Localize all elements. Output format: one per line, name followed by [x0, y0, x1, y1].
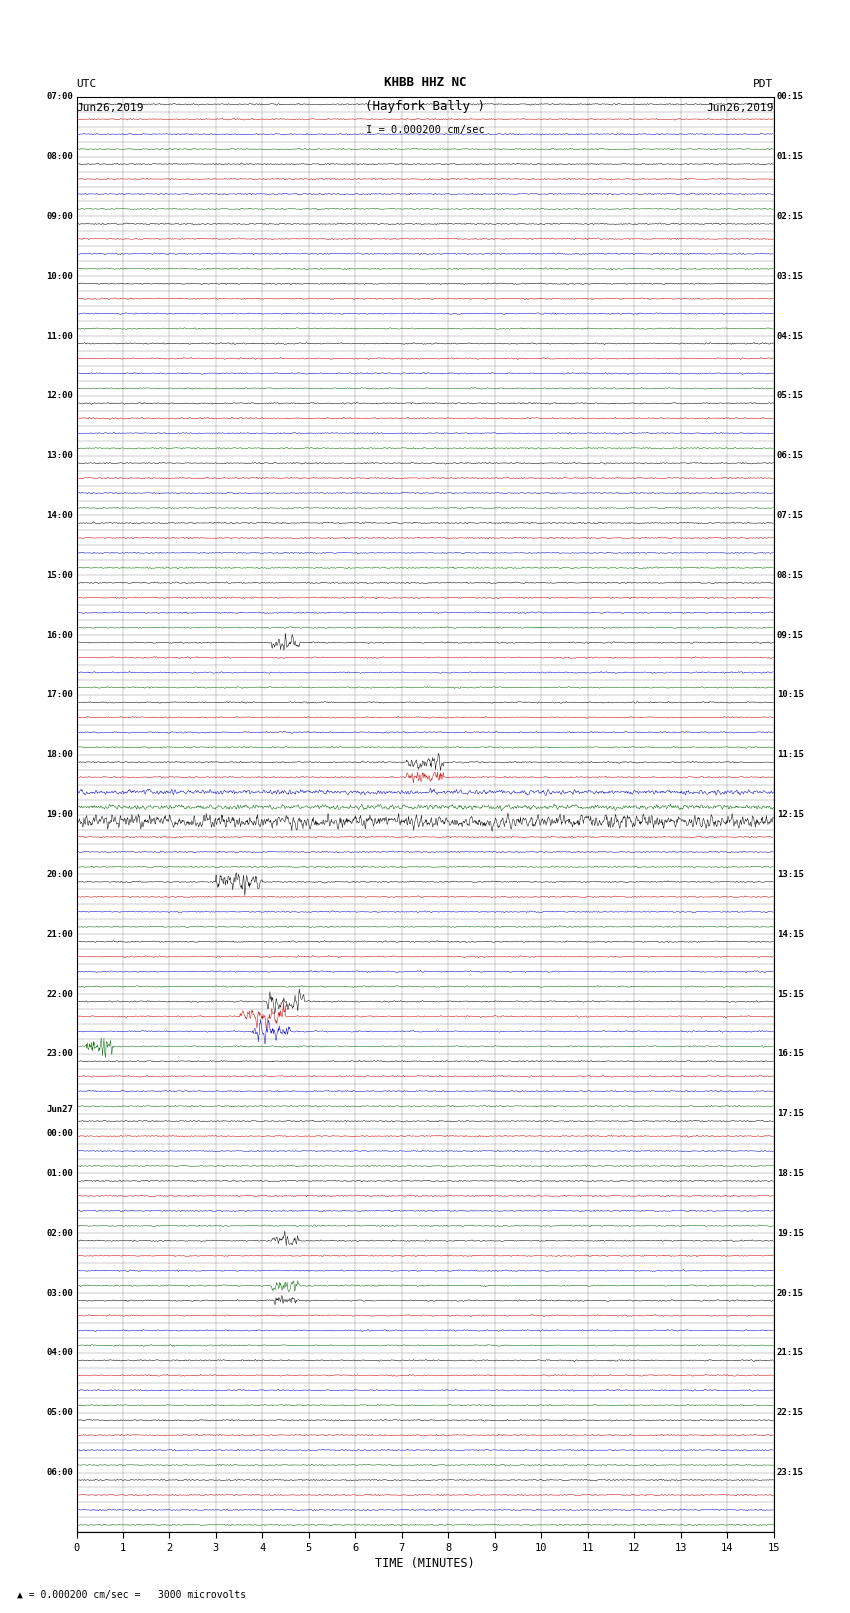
Text: 09:15: 09:15 [777, 631, 804, 640]
Text: 16:15: 16:15 [777, 1050, 804, 1058]
Text: 04:15: 04:15 [777, 332, 804, 340]
Text: 21:00: 21:00 [46, 929, 73, 939]
Text: 11:00: 11:00 [46, 332, 73, 340]
Text: 02:00: 02:00 [46, 1229, 73, 1237]
Text: 08:00: 08:00 [46, 152, 73, 161]
Text: 18:00: 18:00 [46, 750, 73, 760]
Text: 23:00: 23:00 [46, 1050, 73, 1058]
Text: 00:00: 00:00 [46, 1129, 73, 1137]
Text: 11:15: 11:15 [777, 750, 804, 760]
Text: 14:00: 14:00 [46, 511, 73, 519]
Text: 01:00: 01:00 [46, 1169, 73, 1177]
Text: 15:15: 15:15 [777, 989, 804, 998]
Text: I = 0.000200 cm/sec: I = 0.000200 cm/sec [366, 126, 484, 135]
Text: 13:00: 13:00 [46, 452, 73, 460]
Text: 05:00: 05:00 [46, 1408, 73, 1418]
Text: 10:15: 10:15 [777, 690, 804, 700]
Text: 10:00: 10:00 [46, 271, 73, 281]
Text: 04:00: 04:00 [46, 1348, 73, 1358]
Text: 18:15: 18:15 [777, 1169, 804, 1177]
Text: 02:15: 02:15 [777, 211, 804, 221]
Text: 00:15: 00:15 [777, 92, 804, 102]
Text: 16:00: 16:00 [46, 631, 73, 640]
Text: Jun27: Jun27 [46, 1105, 73, 1113]
Text: 22:00: 22:00 [46, 989, 73, 998]
Text: 03:00: 03:00 [46, 1289, 73, 1297]
Text: 15:00: 15:00 [46, 571, 73, 579]
Text: 12:15: 12:15 [777, 810, 804, 819]
Text: 01:15: 01:15 [777, 152, 804, 161]
Text: (Hayfork Bally ): (Hayfork Bally ) [365, 100, 485, 113]
Text: 13:15: 13:15 [777, 869, 804, 879]
Text: PDT: PDT [753, 79, 774, 89]
Text: 22:15: 22:15 [777, 1408, 804, 1418]
Text: KHBB HHZ NC: KHBB HHZ NC [383, 76, 467, 89]
Text: 12:00: 12:00 [46, 392, 73, 400]
Text: 23:15: 23:15 [777, 1468, 804, 1478]
Text: 03:15: 03:15 [777, 271, 804, 281]
Text: 07:00: 07:00 [46, 92, 73, 102]
Text: 07:15: 07:15 [777, 511, 804, 519]
Text: 05:15: 05:15 [777, 392, 804, 400]
Text: 14:15: 14:15 [777, 929, 804, 939]
Text: 08:15: 08:15 [777, 571, 804, 579]
Text: 09:00: 09:00 [46, 211, 73, 221]
Text: 06:15: 06:15 [777, 452, 804, 460]
Text: Jun26,2019: Jun26,2019 [706, 103, 774, 113]
Text: 19:15: 19:15 [777, 1229, 804, 1237]
Text: Jun26,2019: Jun26,2019 [76, 103, 144, 113]
Text: 17:00: 17:00 [46, 690, 73, 700]
Text: 20:15: 20:15 [777, 1289, 804, 1297]
Text: 21:15: 21:15 [777, 1348, 804, 1358]
Text: 06:00: 06:00 [46, 1468, 73, 1478]
X-axis label: TIME (MINUTES): TIME (MINUTES) [375, 1557, 475, 1569]
Text: 17:15: 17:15 [777, 1110, 804, 1118]
Text: 19:00: 19:00 [46, 810, 73, 819]
Text: ▲ = 0.000200 cm/sec =   3000 microvolts: ▲ = 0.000200 cm/sec = 3000 microvolts [17, 1590, 246, 1600]
Text: 20:00: 20:00 [46, 869, 73, 879]
Text: UTC: UTC [76, 79, 97, 89]
